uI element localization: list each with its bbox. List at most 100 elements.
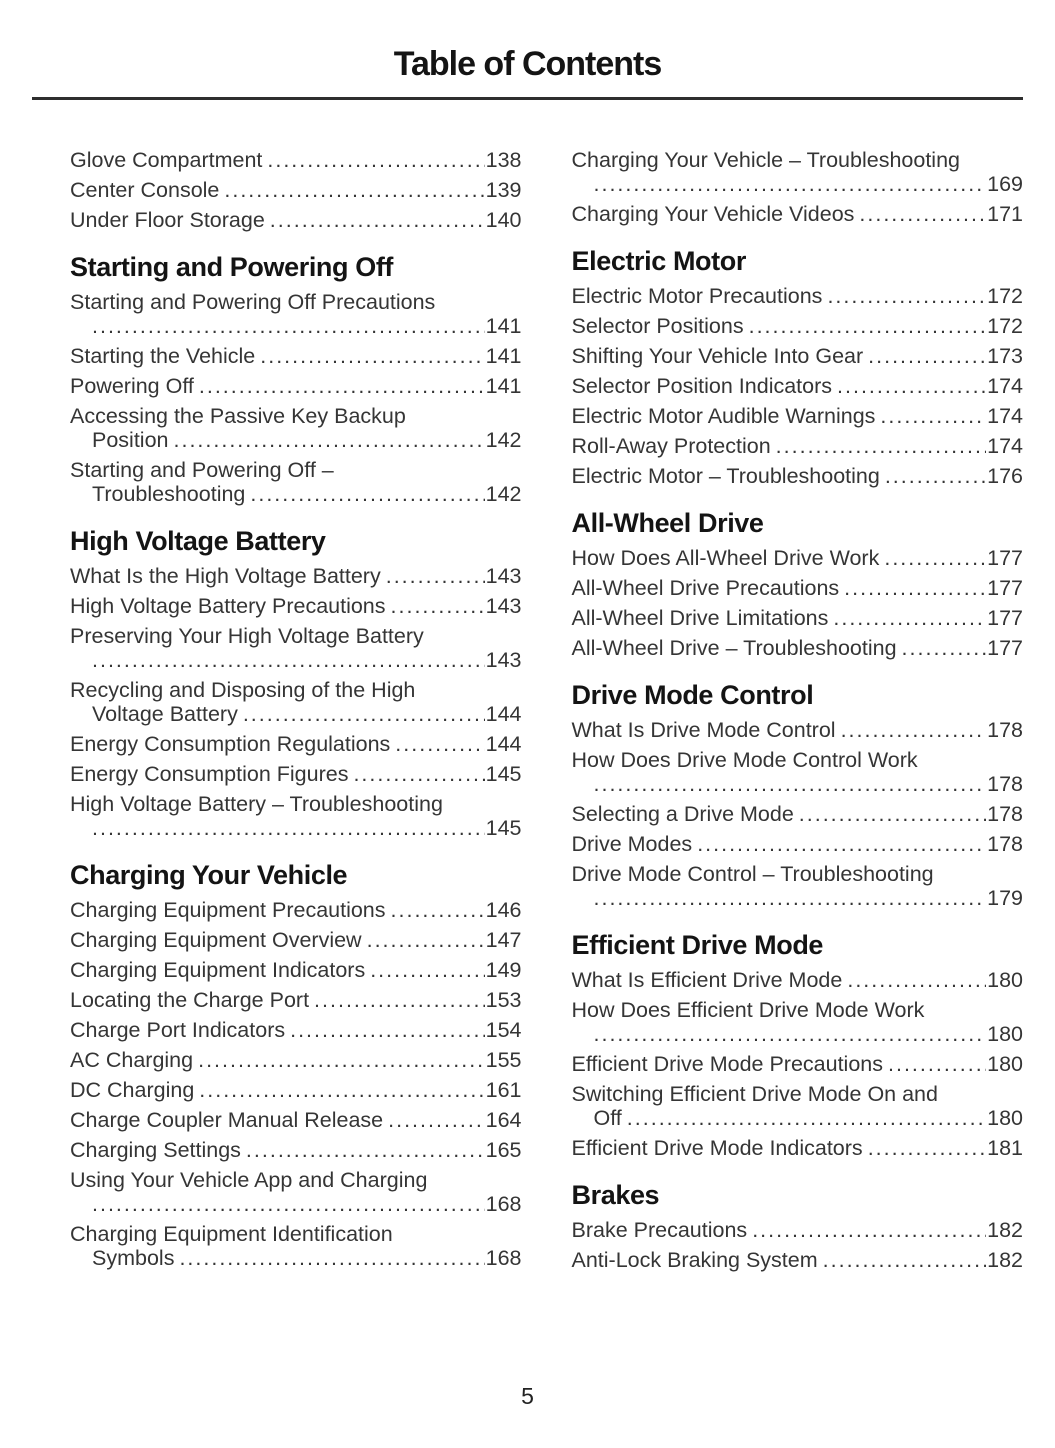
entry-page-number: 145 [485, 815, 522, 840]
entry-page-number: 141 [485, 343, 522, 368]
toc-entry: Glove Compartment.......................… [70, 148, 522, 172]
toc-section-high-voltage-battery: High Voltage Battery What Is the High Vol… [70, 526, 522, 840]
entry-page-number: 178 [987, 801, 1023, 826]
entry-title: Charging Equipment Precautions [70, 897, 386, 922]
entry-row: Roll-Away Protection....................… [572, 434, 1024, 458]
title-divider [32, 97, 1023, 100]
dot-leader: ........................................… [844, 575, 986, 600]
entry-row: All-Wheel Drive Precautions.............… [572, 576, 1024, 600]
entry-row: Electric Motor Audible Warnings.........… [572, 404, 1024, 428]
entry-title: High Voltage Battery – Troubleshooting [70, 791, 443, 816]
entry-title: Energy Consumption Regulations [70, 731, 391, 756]
entry-title: All-Wheel Drive Limitations [571, 605, 829, 630]
toc-section-efficient-drive-mode: Efficient Drive Mode What Is Efficient Dr… [572, 930, 1024, 1160]
toc-entry: AC Charging.............................… [70, 1048, 522, 1072]
toc-section-charging-your-vehicle: Charging Your Vehicle Charging Equipment … [70, 860, 522, 1270]
dot-leader: ........................................… [388, 1107, 484, 1132]
toc-entry: Drive Modes.............................… [572, 832, 1024, 856]
entry-row: Brake Precautions.......................… [572, 1218, 1024, 1242]
entry-title: How Does Efficient Drive Mode Work [571, 997, 925, 1022]
entry-page-number: 174 [987, 373, 1023, 398]
page-title: Table of Contents [393, 45, 663, 83]
dot-leader: ........................................… [798, 801, 986, 826]
entry-page-number: 177 [987, 575, 1023, 600]
toc-entry: Anti-Lock Braking System................… [572, 1248, 1024, 1272]
entry-page-number: 168 [485, 1191, 522, 1216]
toc-entry: Electric Motor Precautions..............… [572, 284, 1024, 308]
dot-leader: ........................................… [697, 831, 987, 856]
entry-page-number: 139 [485, 177, 522, 202]
toc-entry: Charge Coupler Manual Release...........… [70, 1108, 522, 1132]
toc-entry: Drive Mode Control – Troubleshooting....… [572, 862, 1024, 910]
entry-title: Selector Positions [571, 313, 744, 338]
dot-leader: ........................................… [880, 403, 986, 428]
entry-title: Starting the Vehicle [70, 343, 256, 368]
entry-row: What Is the High Voltage Battery........… [70, 564, 522, 588]
section-heading: Efficient Drive Mode [571, 929, 824, 960]
toc-entry: Charging Equipment Precautions..........… [70, 898, 522, 922]
entry-continuation: Voltage Battery [92, 701, 238, 726]
toc-entry: DC Charging.............................… [70, 1078, 522, 1102]
dot-leader: ........................................… [173, 427, 485, 452]
toc-entry: Brake Precautions.......................… [572, 1218, 1024, 1242]
entry-title: What Is Efficient Drive Mode [571, 967, 843, 992]
entry-title: Efficient Drive Mode Indicators [571, 1135, 863, 1160]
entry-page-number: 179 [987, 885, 1023, 910]
toc-entry: Selecting a Drive Mode..................… [572, 802, 1024, 826]
toc-section-brakes: Brakes Brake Precautions.................… [572, 1180, 1024, 1272]
entry-row: Starting the Vehicle....................… [70, 344, 522, 368]
dot-leader: ........................................… [901, 635, 987, 660]
dot-leader: ........................................… [269, 207, 485, 232]
entry-row: What Is Efficient Drive Mode............… [572, 968, 1024, 992]
entry-title: Recycling and Disposing of the High [70, 677, 416, 702]
entry-page-number: 141 [485, 373, 522, 398]
entry-row: Off.....................................… [572, 1106, 1024, 1130]
entry-page-number: 182 [987, 1247, 1023, 1272]
entry-title: Charging Your Vehicle – Troubleshooting [571, 147, 960, 172]
toc-section-starting-and-powering-off: Starting and Powering Off Starting and Po… [70, 252, 522, 506]
dot-leader: ........................................… [250, 481, 485, 506]
entry-page-number: 171 [987, 201, 1023, 226]
entry-page-number: 165 [485, 1137, 522, 1162]
toc-entry: Charging Equipment Indicators...........… [70, 958, 522, 982]
toc-entry: Starting the Vehicle....................… [70, 344, 522, 368]
entry-page-number: 143 [485, 593, 522, 618]
dot-leader: ........................................… [245, 1137, 485, 1162]
dot-leader: ........................................… [290, 1017, 485, 1042]
entry-page-number: 143 [485, 647, 522, 672]
entry-title: Under Floor Storage [70, 207, 265, 232]
entry-row: Powering Off............................… [70, 374, 522, 398]
entry-page-number: 180 [987, 1105, 1023, 1130]
entry-continuation: Troubleshooting [92, 481, 246, 506]
entry-row: Drive Modes.............................… [572, 832, 1024, 856]
entry-page-number: 177 [987, 605, 1023, 630]
dot-leader: ........................................… [370, 957, 484, 982]
dot-leader: ........................................… [847, 967, 986, 992]
entry-row: Charging Your Vehicle Videos............… [572, 202, 1024, 226]
dot-leader: ........................................… [822, 1247, 986, 1272]
entry-page-number: 180 [987, 967, 1023, 992]
entry-title: Electric Motor – Troubleshooting [571, 463, 880, 488]
toc-entry: Starting and Powering Off – Troubleshooti… [70, 458, 522, 506]
entry-row: AC Charging.............................… [70, 1048, 522, 1072]
entry-page-number: 149 [485, 957, 522, 982]
entry-continuation: Position [92, 427, 169, 452]
entry-title: Preserving Your High Voltage Battery [70, 623, 424, 648]
entry-row: Voltage Battery.........................… [70, 702, 522, 726]
toc-section-continued-left: Glove Compartment.......................… [70, 148, 522, 232]
entry-title: Center Console [70, 177, 220, 202]
dot-leader: ........................................… [868, 343, 987, 368]
entry-title: What Is the High Voltage Battery [70, 563, 381, 588]
dot-leader: ........................................… [748, 313, 987, 338]
dot-leader: ........................................… [884, 545, 986, 570]
dot-leader: ........................................… [366, 927, 485, 952]
toc-entry: How Does All-Wheel Drive Work...........… [572, 546, 1024, 570]
entry-page-number: 178 [987, 717, 1023, 742]
entry-title: Efficient Drive Mode Precautions [571, 1051, 884, 1076]
entry-title: All-Wheel Drive Precautions [571, 575, 840, 600]
entry-page-number: 173 [987, 343, 1023, 368]
entry-title: Charge Coupler Manual Release [70, 1107, 384, 1132]
dot-leader: ........................................… [888, 1051, 986, 1076]
entry-row: Selector Position Indicators............… [572, 374, 1024, 398]
toc-entry: All-Wheel Drive – Troubleshooting.......… [572, 636, 1024, 660]
